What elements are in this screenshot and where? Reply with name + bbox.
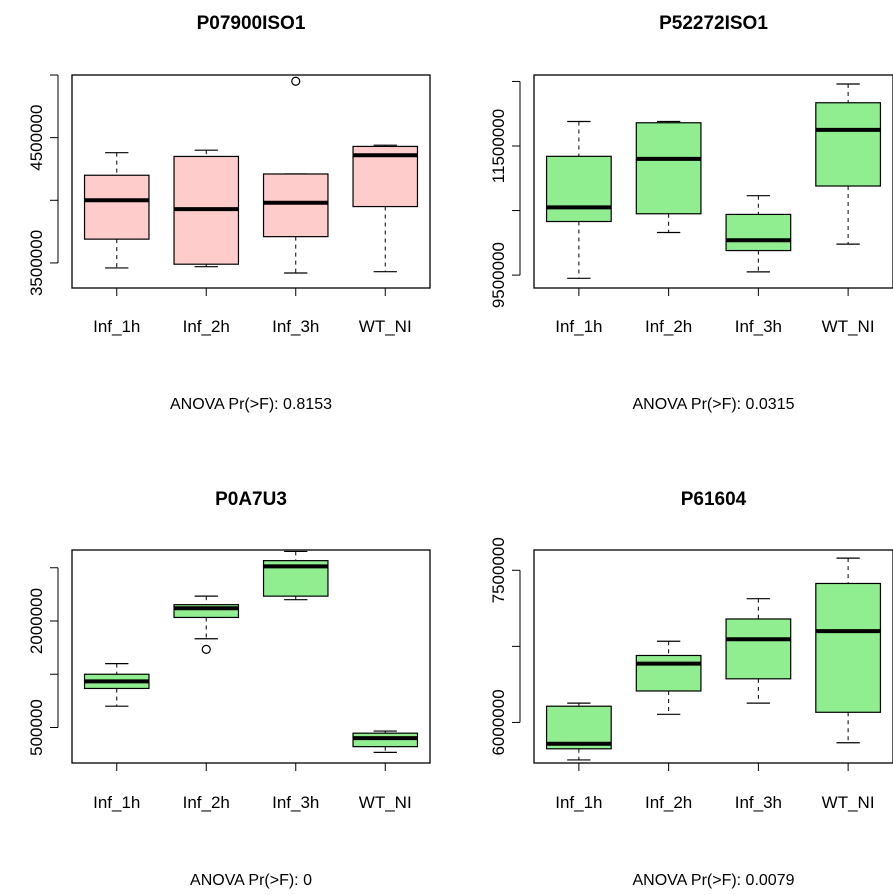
outlier-point xyxy=(291,76,301,86)
anova-label: ANOVA Pr(>F): 0.0315 xyxy=(633,396,795,413)
x-tick-label: WT_NI xyxy=(822,793,875,812)
panel-title: P52272ISO1 xyxy=(659,13,768,34)
panel-3: P61604 6000000 7500000 Inf_1h Inf_2h Inf_3h WT… xyxy=(489,489,893,889)
iqr-box xyxy=(725,213,792,252)
outlier-point xyxy=(201,644,211,655)
panel-title: P61604 xyxy=(681,489,747,510)
x-tick-label: Inf_1h xyxy=(93,317,140,336)
y-tick-label: 7500000 xyxy=(489,537,508,603)
box-Inf_3h xyxy=(725,195,792,273)
x-tick-label: Inf_1h xyxy=(555,793,602,812)
plot-frame xyxy=(533,549,893,764)
box-Inf_2h xyxy=(635,120,702,234)
box-Inf_2h xyxy=(173,149,240,268)
box-WT_NI xyxy=(815,83,882,245)
y-tick-label: 6000000 xyxy=(489,689,508,755)
y-tick-label: 9500000 xyxy=(489,242,508,308)
iqr-box xyxy=(545,705,612,750)
panel-1: P52272ISO1 9500000 11500000 Inf_1h Inf_2h Inf… xyxy=(489,13,893,413)
x-tick-label: Inf_3h xyxy=(272,317,319,336)
box-Inf_2h xyxy=(635,640,702,715)
anova-label: ANOVA Pr(>F): 0.0079 xyxy=(633,872,795,889)
x-tick-label: Inf_2h xyxy=(183,793,230,812)
iqr-box xyxy=(262,173,329,238)
box-Inf_2h xyxy=(173,595,240,640)
box-Inf_1h xyxy=(545,120,612,279)
box-WT_NI xyxy=(815,557,882,744)
x-tick-label: WT_NI xyxy=(359,793,412,812)
x-tick-label: Inf_3h xyxy=(735,793,782,812)
iqr-box xyxy=(815,102,882,187)
y-tick-label: 2000000 xyxy=(27,588,46,654)
iqr-box xyxy=(83,174,150,240)
x-tick-label: Inf_3h xyxy=(735,317,782,336)
iqr-box xyxy=(545,155,612,223)
iqr-box xyxy=(635,654,702,692)
iqr-box xyxy=(725,618,792,680)
iqr-box xyxy=(635,122,702,215)
plot-frame xyxy=(533,74,893,289)
box-WT_NI xyxy=(352,144,419,273)
y-tick-label: 4500000 xyxy=(27,105,46,171)
y-tick-label: 3500000 xyxy=(27,230,46,296)
x-tick-label: Inf_2h xyxy=(645,317,692,336)
x-tick-label: WT_NI xyxy=(822,317,875,336)
panel-2: P0A7U3 500000 2000000 Inf_1h Inf_2h Inf_3h WT_… xyxy=(27,489,431,889)
box-Inf_3h xyxy=(262,550,329,601)
y-tick-label: 11500000 xyxy=(489,109,508,183)
plot-frame xyxy=(71,549,431,764)
anova-label: ANOVA Pr(>F): 0 xyxy=(190,872,312,889)
x-tick-label: Inf_2h xyxy=(645,793,692,812)
iqr-box xyxy=(815,582,882,713)
box-Inf_3h xyxy=(262,173,329,274)
x-tick-label: Inf_3h xyxy=(272,793,319,812)
box-Inf_1h xyxy=(545,702,612,761)
x-tick-label: Inf_1h xyxy=(93,793,140,812)
anova-label: ANOVA Pr(>F): 0.8153 xyxy=(170,396,332,413)
panel-title: P0A7U3 xyxy=(215,489,287,510)
box-WT_NI xyxy=(352,730,419,753)
box-Inf_1h xyxy=(83,152,150,269)
x-tick-label: Inf_2h xyxy=(183,317,230,336)
panel-0: P07900ISO1 3500000 4500000 Inf_1h Inf_2h Inf_… xyxy=(27,13,431,413)
box-Inf_3h xyxy=(725,598,792,704)
y-tick-label: 500000 xyxy=(27,699,46,756)
box-Inf_1h xyxy=(83,662,150,707)
panel-title: P07900ISO1 xyxy=(197,13,306,34)
plot-frame xyxy=(71,74,431,289)
x-tick-label: Inf_1h xyxy=(555,317,602,336)
x-tick-label: WT_NI xyxy=(359,317,412,336)
